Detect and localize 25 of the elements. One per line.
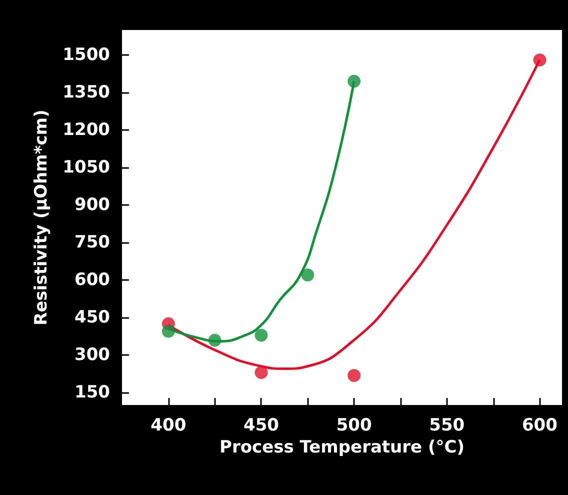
- point: [208, 334, 222, 347]
- point: [348, 74, 361, 88]
- y-tick-label: 450: [74, 308, 110, 328]
- x-tick-label: 600: [522, 416, 558, 436]
- y-tick-label: 1050: [62, 158, 110, 178]
- point: [254, 328, 268, 342]
- x-tick-label: 500: [336, 416, 372, 436]
- point: [533, 54, 546, 66]
- point: [348, 369, 361, 382]
- y-tick-label: 600: [74, 270, 110, 290]
- y-axis-title: Resistivity (µOhm*cm): [32, 110, 52, 326]
- x-tick-label: 550: [429, 416, 465, 436]
- y-tick-label: 150: [74, 382, 110, 402]
- y-tick-label: 300: [74, 345, 110, 365]
- x-tick-label: 450: [243, 416, 280, 436]
- point: [254, 366, 268, 379]
- point: [162, 324, 175, 338]
- x-axis-title: Process Temperature (°C): [220, 438, 464, 458]
- y-tick-label: 750: [74, 232, 110, 252]
- point: [301, 268, 314, 282]
- y-tick-label: 1350: [62, 82, 110, 102]
- y-tick-label: 1500: [62, 45, 110, 65]
- x-tick-label: 400: [150, 416, 186, 436]
- y-tick-label: 900: [74, 195, 110, 215]
- y-tick-label: 1200: [62, 120, 110, 140]
